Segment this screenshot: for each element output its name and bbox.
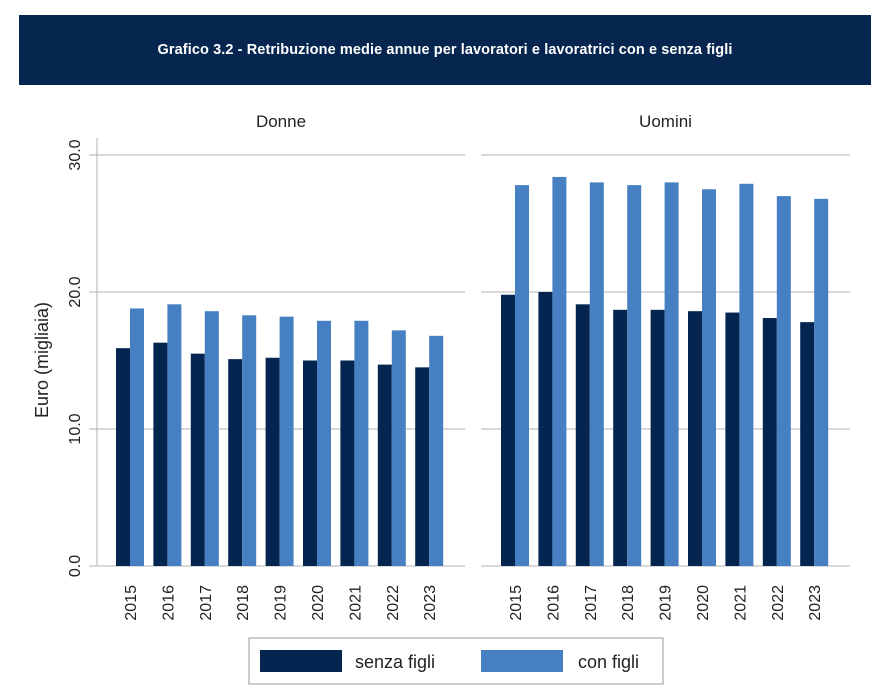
bar-senza-figli-2016 bbox=[153, 342, 168, 566]
bar-con-figli-2019 bbox=[664, 182, 679, 566]
x-tick-label: 2021 bbox=[732, 585, 749, 621]
bar-senza-figli-2019 bbox=[650, 309, 665, 566]
x-tick-label: 2018 bbox=[620, 585, 637, 621]
x-tick-label: 2022 bbox=[385, 585, 402, 621]
x-tick-label: 2016 bbox=[160, 585, 177, 621]
bar-senza-figli-2015 bbox=[116, 348, 130, 566]
x-tick-label: 2019 bbox=[658, 585, 675, 621]
x-tick-label: 2023 bbox=[807, 585, 824, 621]
bar-senza-figli-2017 bbox=[575, 304, 590, 566]
x-tick-label: 2017 bbox=[198, 585, 215, 621]
bar-senza-figli-2018 bbox=[613, 309, 628, 566]
bar-con-figli-2017 bbox=[589, 182, 604, 566]
legend-swatch-con-figli bbox=[481, 650, 563, 672]
y-tick-label: 30.0 bbox=[67, 139, 84, 170]
x-tick-label: 2020 bbox=[310, 585, 327, 621]
chart-title-banner: Grafico 3.2 - Retribuzione medie annue p… bbox=[19, 15, 871, 85]
panel-title: Donne bbox=[256, 112, 306, 131]
panel-title: Uomini bbox=[639, 112, 692, 131]
bar-senza-figli-2020 bbox=[688, 311, 702, 566]
chart-title: Grafico 3.2 - Retribuzione medie annue p… bbox=[157, 42, 733, 58]
x-tick-label: 2021 bbox=[347, 585, 364, 621]
y-tick-label: 20.0 bbox=[67, 276, 84, 307]
x-tick-label: 2015 bbox=[508, 585, 525, 621]
bar-senza-figli-2017 bbox=[190, 353, 205, 566]
bar-con-figli-2016 bbox=[167, 304, 182, 566]
bar-con-figli-2022 bbox=[776, 196, 791, 566]
bar-con-figli-2020 bbox=[317, 320, 331, 566]
bar-con-figli-2020 bbox=[702, 189, 716, 566]
x-tick-label: 2019 bbox=[273, 585, 290, 621]
bar-con-figli-2021 bbox=[354, 320, 369, 566]
legend-box bbox=[248, 637, 664, 685]
x-tick-label: 2016 bbox=[545, 585, 562, 621]
x-tick-label: 2023 bbox=[422, 585, 439, 621]
panel-donne: 0.0 10.0 20.0 30.0 Donne 2015 2016 2017 2018 2019… bbox=[67, 112, 465, 621]
legend: senza figli con figli bbox=[248, 637, 664, 685]
bar-senza-figli-2020 bbox=[303, 360, 317, 566]
bar-senza-figli-2015 bbox=[501, 294, 515, 566]
bar-con-figli-2015 bbox=[130, 308, 144, 566]
bar-senza-figli-2022 bbox=[762, 318, 777, 566]
bar-senza-figli-2019 bbox=[265, 357, 280, 566]
bar-con-figli-2023 bbox=[814, 198, 829, 566]
bar-senza-figli-2016 bbox=[538, 292, 553, 566]
y-tick-label: 0.0 bbox=[67, 555, 84, 577]
legend-label-senza-figli: senza figli bbox=[355, 652, 435, 672]
bar-senza-figli-2023 bbox=[800, 322, 815, 566]
bar-senza-figli-2021 bbox=[340, 360, 355, 566]
x-tick-label: 2020 bbox=[695, 585, 712, 621]
bar-senza-figli-2018 bbox=[228, 359, 243, 566]
legend-swatch-senza-figli bbox=[260, 650, 342, 672]
bar-con-figli-2017 bbox=[204, 311, 219, 566]
x-tick-label: 2022 bbox=[770, 585, 787, 621]
bar-con-figli-2015 bbox=[515, 185, 529, 566]
bar-con-figli-2016 bbox=[552, 176, 567, 567]
bar-con-figli-2018 bbox=[627, 185, 642, 566]
bar-con-figli-2019 bbox=[279, 316, 294, 566]
bar-senza-figli-2021 bbox=[725, 312, 740, 566]
legend-label-con-figli: con figli bbox=[578, 652, 639, 672]
y-tick-label: 10.0 bbox=[67, 413, 84, 444]
bar-con-figli-2021 bbox=[739, 183, 754, 566]
bar-senza-figli-2023 bbox=[415, 367, 430, 566]
bar-con-figli-2023 bbox=[429, 335, 444, 566]
x-tick-label: 2015 bbox=[123, 585, 140, 621]
bar-senza-figli-2022 bbox=[377, 364, 392, 566]
panel-uomini: Uomini 2015 2016 2017 2018 2019 2020 2021 2022 20… bbox=[481, 112, 850, 621]
bar-con-figli-2022 bbox=[391, 330, 406, 566]
y-axis-label: Euro (migliaia) bbox=[32, 302, 52, 418]
x-tick-label: 2018 bbox=[235, 585, 252, 621]
x-tick-label: 2017 bbox=[583, 585, 600, 621]
bar-con-figli-2018 bbox=[242, 315, 257, 566]
